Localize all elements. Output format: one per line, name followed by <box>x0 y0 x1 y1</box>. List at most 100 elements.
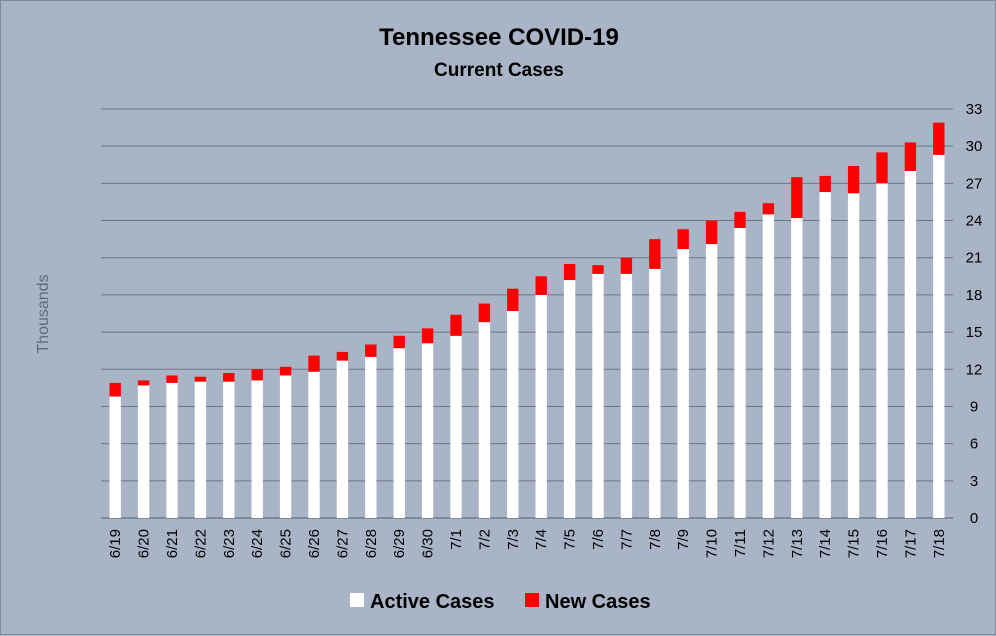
x-tick-label: 7/16 <box>874 529 891 558</box>
bar-new-cases <box>223 372 235 382</box>
x-tick-label: 7/8 <box>647 529 664 550</box>
bar-active-cases <box>535 294 547 518</box>
bars <box>109 122 945 519</box>
y-tick-label: 27 <box>966 175 983 192</box>
x-tick-label: 6/23 <box>221 529 238 558</box>
x-tick-label: 6/30 <box>420 529 437 558</box>
bar-new-cases <box>933 122 945 155</box>
bar-new-cases <box>507 288 519 312</box>
legend-swatch-active-cases <box>350 593 364 607</box>
x-tick-label: 6/21 <box>164 529 181 558</box>
y-tick-label: 24 <box>966 213 983 230</box>
bar-new-cases <box>166 375 178 383</box>
x-tick-label: 7/1 <box>448 529 465 550</box>
bar-active-cases <box>677 249 689 518</box>
x-tick-label: 6/29 <box>391 529 408 558</box>
y-tick-label: 18 <box>966 287 983 304</box>
chart-title: Tennessee COVID-19 <box>379 24 619 51</box>
bar-active-cases <box>279 375 292 518</box>
bar-active-cases <box>791 218 803 519</box>
x-tick-label: 6/20 <box>136 529 153 558</box>
y-tick-label: 6 <box>970 436 978 453</box>
x-tick-label: 6/22 <box>192 529 209 558</box>
legend: Active Cases New Cases <box>350 591 651 613</box>
bar-new-cases <box>791 177 803 219</box>
bar-new-cases <box>478 303 491 323</box>
bar-new-cases <box>365 344 377 357</box>
bar-active-cases <box>336 360 349 518</box>
bar-new-cases <box>308 355 320 372</box>
x-tick-label: 7/2 <box>476 529 493 550</box>
bar-active-cases <box>904 170 917 518</box>
bar-new-cases <box>677 229 689 250</box>
y-tick-labels: 0 3 6 9 12 15 18 21 24 27 30 33 <box>966 101 983 527</box>
x-tick-label: 7/11 <box>732 529 749 557</box>
x-tick-label: 6/25 <box>278 529 295 558</box>
bar-new-cases <box>819 175 831 193</box>
y-tick-label: 9 <box>970 398 978 415</box>
bar-new-cases <box>762 203 775 215</box>
bar-new-cases <box>251 369 263 381</box>
x-tick-label: 7/7 <box>618 529 635 550</box>
bar-new-cases <box>137 380 150 386</box>
bar-active-cases <box>734 227 746 518</box>
x-tick-label: 7/5 <box>562 529 579 550</box>
bar-new-cases <box>450 314 462 336</box>
bar-active-cases <box>450 335 462 518</box>
bar-active-cases <box>365 356 377 518</box>
x-tick-label: 7/9 <box>675 529 692 550</box>
bar-active-cases <box>223 381 235 518</box>
bar-active-cases <box>762 214 775 518</box>
x-tick-label: 7/18 <box>931 529 948 558</box>
y-tick-label: 33 <box>966 101 983 118</box>
gridlines <box>101 108 953 519</box>
bar-active-cases <box>251 380 263 518</box>
bar-active-cases <box>592 273 604 518</box>
legend-label-new-cases: New Cases <box>545 591 651 613</box>
bar-active-cases <box>705 244 718 518</box>
y-tick-label: 15 <box>966 324 983 341</box>
y-tick-label: 30 <box>966 138 983 155</box>
chart-subtitle: Current Cases <box>434 60 564 81</box>
y-tick-label: 3 <box>970 473 978 490</box>
x-tick-label: 7/15 <box>846 529 863 558</box>
bar-new-cases <box>279 366 292 376</box>
bar-active-cases <box>507 311 519 518</box>
bar-new-cases <box>535 276 547 295</box>
x-tick-label: 7/6 <box>590 529 607 550</box>
x-tick-label: 6/26 <box>306 529 323 558</box>
bar-active-cases <box>563 280 576 518</box>
bar-active-cases <box>876 183 888 518</box>
y-tick-label: 21 <box>966 250 983 267</box>
bar-new-cases <box>194 376 207 382</box>
bar-active-cases <box>308 371 320 518</box>
bar-active-cases <box>109 396 121 518</box>
x-tick-label: 7/17 <box>902 529 919 558</box>
bar-active-cases <box>137 385 150 518</box>
legend-label-active-cases: Active Cases <box>370 591 495 613</box>
bar-active-cases <box>421 343 434 518</box>
y-tick-label: 0 <box>970 510 978 527</box>
x-tick-label: 7/4 <box>533 529 550 550</box>
x-tick-label: 7/14 <box>817 529 834 558</box>
x-tick-labels: 6/19 6/20 6/21 6/22 6/23 6/24 6/25 6/26 6/27 6/28… <box>107 529 948 558</box>
bar-active-cases <box>194 381 207 518</box>
bar-active-cases <box>393 348 405 518</box>
bar-active-cases <box>620 273 633 518</box>
x-tick-label: 7/10 <box>704 529 721 558</box>
bar-new-cases <box>705 220 718 245</box>
bar-new-cases <box>563 263 576 281</box>
bar-new-cases <box>734 211 746 228</box>
bar-active-cases <box>166 382 178 518</box>
bar-new-cases <box>336 351 349 361</box>
x-tick-label: 7/12 <box>760 529 777 558</box>
bar-new-cases <box>620 257 633 274</box>
x-tick-label: 6/28 <box>363 529 380 558</box>
x-tick-label: 6/19 <box>107 529 124 558</box>
bar-new-cases <box>847 166 860 194</box>
bar-new-cases <box>649 239 661 269</box>
y-tick-label: 12 <box>966 361 983 378</box>
x-tick-label: 7/13 <box>789 529 806 558</box>
